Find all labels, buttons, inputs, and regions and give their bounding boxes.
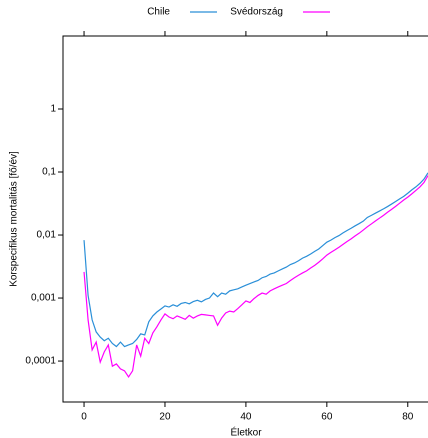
legend-label: Svédország bbox=[230, 7, 283, 18]
x-tick-label: 60 bbox=[321, 412, 333, 423]
series-line bbox=[83, 175, 428, 379]
x-tick-label: 80 bbox=[402, 412, 414, 423]
x-tick-label: 40 bbox=[240, 412, 252, 423]
series-line bbox=[83, 172, 428, 348]
y-tick-label: 0,0001 bbox=[25, 356, 56, 367]
y-axis-label: Korspecifikus mortalitás [fő/év] bbox=[9, 151, 20, 287]
y-tick-label: 0,01 bbox=[37, 230, 57, 241]
y-tick-label: 0,001 bbox=[31, 293, 56, 304]
y-tick-label: 1 bbox=[50, 104, 56, 115]
legend-label: Chile bbox=[147, 7, 170, 18]
x-tick-label: 20 bbox=[159, 412, 171, 423]
x-tick-label: 0 bbox=[81, 412, 87, 423]
plot-frame bbox=[62, 35, 428, 403]
x-axis-label: Életkor bbox=[230, 426, 262, 438]
y-tick-label: 0,1 bbox=[42, 167, 56, 178]
